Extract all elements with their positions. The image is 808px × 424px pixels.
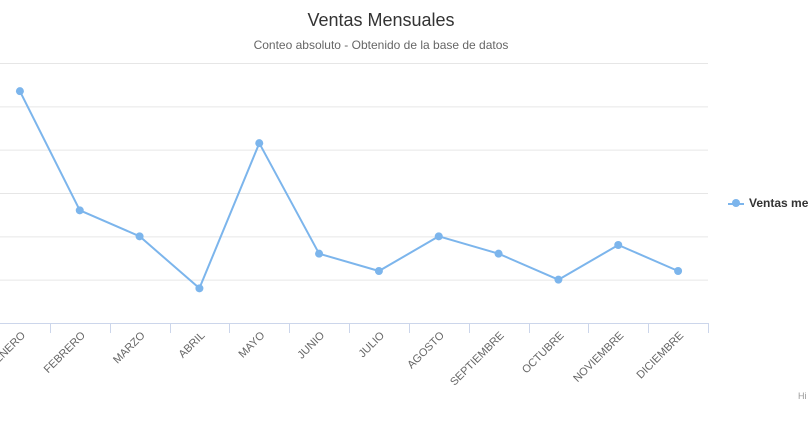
legend-line-marker-icon bbox=[728, 197, 744, 209]
legend-label: Ventas me bbox=[749, 196, 808, 210]
x-tick-label: MAYO bbox=[237, 329, 268, 360]
data-point[interactable] bbox=[554, 275, 563, 284]
x-tick-label: JULIO bbox=[356, 329, 387, 360]
x-tick-label: NOVIEMBRE bbox=[571, 330, 626, 385]
data-point[interactable] bbox=[614, 241, 623, 249]
gridlines bbox=[0, 63, 708, 281]
data-point[interactable] bbox=[135, 232, 144, 241]
data-point[interactable] bbox=[315, 249, 324, 258]
series-layer bbox=[15, 87, 683, 293]
x-tick-label: AGOSTO bbox=[405, 329, 447, 371]
data-point[interactable] bbox=[434, 232, 443, 241]
x-tick-label: OCTUBRE bbox=[520, 330, 567, 377]
legend-item[interactable]: Ventas me bbox=[728, 196, 808, 210]
data-point[interactable] bbox=[195, 284, 204, 293]
data-point[interactable] bbox=[15, 87, 24, 96]
x-axis-labels: ENERO FEBRERO MARZO ABRIL MAYO JUNIO JULIO AGOS… bbox=[0, 329, 686, 388]
x-tick-label: MARZO bbox=[111, 329, 148, 366]
chart-title: Ventas Mensuales bbox=[307, 10, 455, 30]
chart-subtitle: Conteo absoluto - Obtenido de la base de… bbox=[253, 38, 509, 52]
series-line bbox=[18, 90, 680, 290]
x-axis bbox=[0, 323, 709, 333]
data-point[interactable] bbox=[374, 267, 383, 275]
x-tick-label: SEPTIEMBRE bbox=[448, 330, 507, 389]
data-point[interactable] bbox=[494, 249, 503, 258]
x-tick-label: FEBRERO bbox=[42, 329, 88, 375]
x-tick-label: DICIEMBRE bbox=[634, 330, 686, 382]
x-tick-label: JUNIO bbox=[295, 329, 327, 361]
credits-link[interactable]: Hi bbox=[798, 391, 807, 401]
data-point[interactable] bbox=[255, 139, 264, 148]
x-tick-label: ENERO bbox=[0, 329, 28, 365]
x-tick-label: ABRIL bbox=[177, 330, 208, 361]
data-point[interactable] bbox=[75, 206, 84, 215]
data-point[interactable] bbox=[674, 267, 683, 275]
